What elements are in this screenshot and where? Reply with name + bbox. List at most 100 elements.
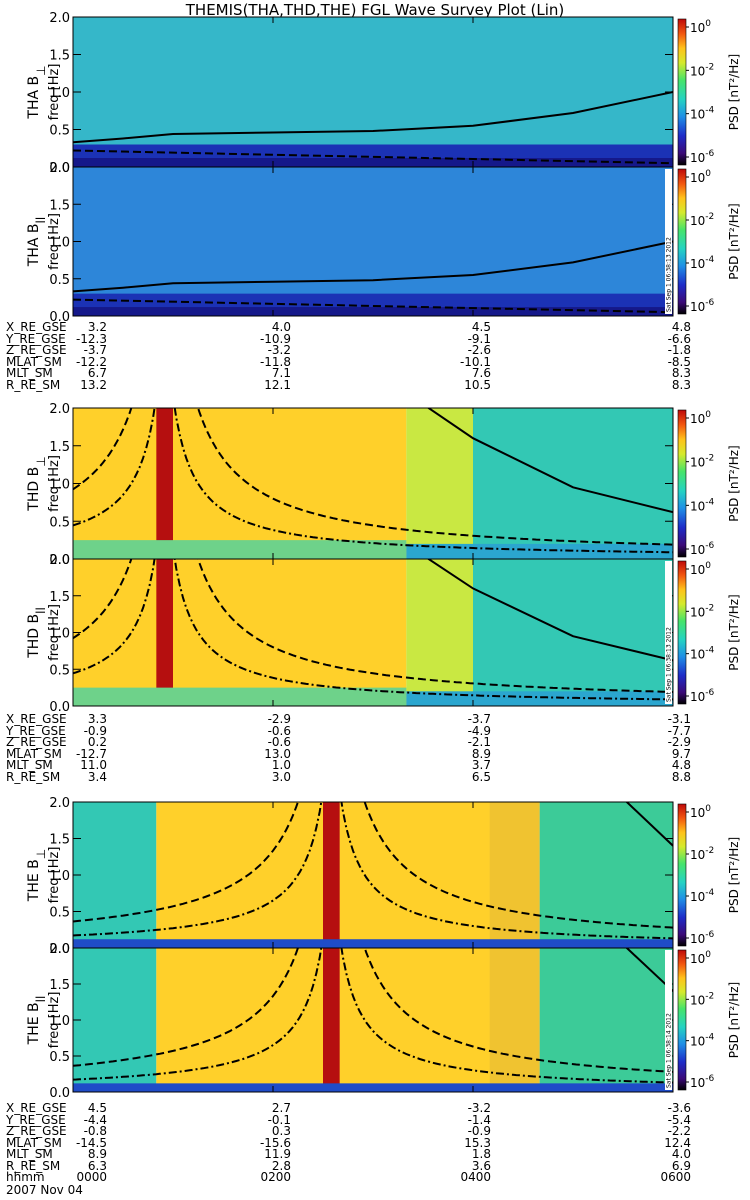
ephemeris-value: -0.6 bbox=[267, 723, 291, 738]
ephemeris-value: 15.3 bbox=[464, 1135, 491, 1150]
y-tick-label-tha-bperp: 0.0 bbox=[49, 161, 70, 176]
panel-label-thd-bperp: THD B⊥ bbox=[26, 456, 48, 511]
colorbar-label-tha-bpar: PSD [nT²/Hz] bbox=[727, 203, 741, 279]
ephemeris-value: -1.4 bbox=[467, 1112, 491, 1127]
ephemeris-label: hhmm bbox=[6, 1170, 45, 1184]
colorbar-tha-bpar bbox=[677, 168, 687, 315]
ephemeris-label: Y_RE_GSE bbox=[6, 723, 66, 738]
panel-the-bpar: 0.0 0.5 1.0 1.5 2.0 THE Bll freq [Hz] 100 10-2 10… bbox=[26, 942, 741, 1101]
dashdot-curve-thd-bperp bbox=[73, 408, 673, 554]
y-tick-label-thd-bperp: 0.0 bbox=[49, 553, 70, 568]
ephemeris-value: -3.7 bbox=[467, 712, 491, 726]
ephemeris-value: 2.7 bbox=[271, 1101, 291, 1115]
freq-axis-label-thd-bpar: freq [Hz] bbox=[47, 604, 62, 661]
y-tick-label-tha-bpar: 0.5 bbox=[49, 273, 70, 288]
ephemeris-value: 4.0 bbox=[271, 320, 291, 334]
ephemeris-value: 6.7 bbox=[87, 366, 107, 380]
colorbar-thd-bpar bbox=[677, 560, 687, 705]
colorbar-label-tha-bperp: PSD [nT²/Hz] bbox=[727, 54, 741, 130]
y-tick-label-thd-bperp: 0.5 bbox=[49, 515, 70, 530]
y-tick-label-the-bpar: 0.0 bbox=[49, 1086, 70, 1101]
colorbar-tick-label-the-bperp: 10-4 bbox=[690, 888, 715, 904]
colorbar-tick-label-tha-bpar: 10-6 bbox=[690, 298, 715, 314]
ephemeris-value: -1.8 bbox=[667, 343, 691, 357]
colorbar-thd-bperp bbox=[677, 409, 687, 558]
ephemeris-value: 8.9 bbox=[87, 1147, 107, 1161]
ephemeris-value: 0.3 bbox=[271, 1124, 291, 1138]
panel-tha-bpar: 0.0 0.5 1.0 1.5 2.0 THA Bll freq [Hz] 100 10-2 10… bbox=[26, 161, 741, 325]
ephemeris-value: -0.9 bbox=[467, 1124, 491, 1138]
colorbar-tick-label-tha-bperp: 10-4 bbox=[690, 106, 715, 122]
ephemeris-value: 3.0 bbox=[271, 769, 291, 784]
ephemeris-value: 0600 bbox=[660, 1170, 691, 1184]
dashed-curve-the-bperp bbox=[73, 802, 673, 929]
ephemeris-value: 4.5 bbox=[471, 320, 491, 334]
ephemeris-value: 4.5 bbox=[87, 1101, 107, 1115]
ephemeris-value: 10.5 bbox=[464, 377, 491, 392]
timestamp-stamp-tha-bpar: Sat Sep 1 06:38:13 2012 bbox=[666, 237, 673, 312]
ephemeris-value: -3.2 bbox=[467, 1101, 491, 1115]
ephemeris-value: -6.6 bbox=[667, 331, 691, 346]
y-tick-label-the-bpar: 2.0 bbox=[49, 942, 70, 957]
ephemeris-value: 4.8 bbox=[671, 758, 691, 772]
ephemeris-label: MLT_SM bbox=[6, 1147, 53, 1161]
ephemeris-value: -11.8 bbox=[259, 354, 291, 369]
ephemeris-value: 4.8 bbox=[671, 320, 691, 334]
y-tick-label-tha-bperp: 1.0 bbox=[49, 86, 70, 101]
ephemeris-value: -2.9 bbox=[667, 735, 691, 749]
ephemeris-value: -0.9 bbox=[83, 723, 107, 738]
dashed-curve-thd-bperp bbox=[73, 408, 673, 546]
colorbar-tick-label-the-bpar: 10-6 bbox=[690, 1074, 715, 1090]
dashdot-curve-the-bperp bbox=[73, 802, 673, 940]
ephemeris-value: -10.1 bbox=[459, 354, 491, 369]
ephemeris-label: X_RE_GSE bbox=[6, 712, 67, 726]
gyro-curve-thd-bperp bbox=[426, 408, 673, 514]
ephemeris-value: -4.4 bbox=[83, 1112, 107, 1127]
panel-label-the-bperp: THE B⊥ bbox=[26, 849, 48, 902]
colorbar-tick-label-the-bpar: 100 bbox=[690, 950, 711, 966]
ephemeris-value: 3.2 bbox=[87, 320, 107, 334]
colorbar-tick-label-the-bpar: 10-2 bbox=[690, 991, 714, 1007]
colorbar-tick-label-thd-bpar: 10-4 bbox=[690, 646, 715, 662]
ephemeris-value: 13.2 bbox=[80, 377, 107, 392]
y-tick-label-tha-bpar: 0.0 bbox=[49, 310, 70, 325]
date-label: 2007 Nov 04 bbox=[6, 1183, 83, 1197]
colorbar-tick-label-the-bperp: 10-6 bbox=[690, 930, 715, 946]
y-tick-label-tha-bperp: 2.0 bbox=[49, 11, 70, 26]
freq-axis-label-tha-bperp: freq [Hz] bbox=[47, 64, 62, 121]
colorbar-tick-label-tha-bpar: 10-4 bbox=[690, 255, 715, 271]
freq-axis-label-the-bpar: freq [Hz] bbox=[47, 992, 62, 1049]
ephemeris-value: 0200 bbox=[260, 1170, 291, 1184]
y-tick-label-thd-bperp: 2.0 bbox=[49, 402, 70, 417]
ephemeris-value: -10.9 bbox=[259, 331, 291, 346]
harmonic-curve-tha-bpar bbox=[73, 298, 673, 314]
freq-axis-label-the-bperp: freq [Hz] bbox=[47, 847, 62, 904]
y-tick-label-tha-bpar: 2.0 bbox=[49, 161, 70, 176]
ephemeris-value: 8.9 bbox=[471, 746, 491, 761]
ephemeris-value: -3.1 bbox=[667, 712, 691, 726]
ephemeris-value: 6.3 bbox=[87, 1158, 107, 1173]
y-tick-label-tha-bperp: 1.5 bbox=[49, 49, 70, 64]
colorbar-the-bperp bbox=[677, 803, 687, 947]
panel-thd-bpar: 0.0 0.5 1.0 1.5 2.0 THD Bll freq [Hz] 100 10-2 10… bbox=[26, 553, 741, 715]
gyro-curve-thd-bpar bbox=[426, 559, 673, 662]
panel-label-the-bpar: THE Bll bbox=[26, 996, 48, 1046]
ephemeris-value: 7.6 bbox=[471, 366, 491, 380]
gyro-curve-tha-bpar bbox=[73, 240, 673, 293]
ephemeris-label: Z_RE_GSE bbox=[6, 1124, 67, 1138]
colorbar-the-bpar bbox=[677, 949, 687, 1091]
y-tick-label-thd-bperp: 1.0 bbox=[49, 478, 70, 493]
y-tick-label-thd-bpar: 1.5 bbox=[49, 590, 70, 605]
ephemeris-label: MLAT_SM bbox=[6, 354, 62, 369]
colorbar-tick-label-tha-bpar: 10-2 bbox=[690, 212, 714, 228]
colorbar-label-thd-bperp: PSD [nT²/Hz] bbox=[727, 445, 741, 521]
colorbar-tick-label-thd-bpar: 100 bbox=[690, 561, 711, 577]
colorbar-tick-label-thd-bperp: 10-6 bbox=[690, 541, 715, 557]
ephemeris-value: -0.1 bbox=[267, 1112, 291, 1127]
ephemeris-value: 3.6 bbox=[471, 1158, 491, 1173]
ephemeris-value: 3.3 bbox=[87, 712, 107, 726]
timestamp-stamp-thd-bpar: Sat Sep 1 06:38:13 2012 bbox=[666, 627, 673, 702]
ephemeris-value: -0.6 bbox=[267, 735, 291, 749]
y-tick-label-the-bpar: 0.5 bbox=[49, 1050, 70, 1065]
panel-label-thd-bpar: THD Bll bbox=[26, 607, 48, 659]
